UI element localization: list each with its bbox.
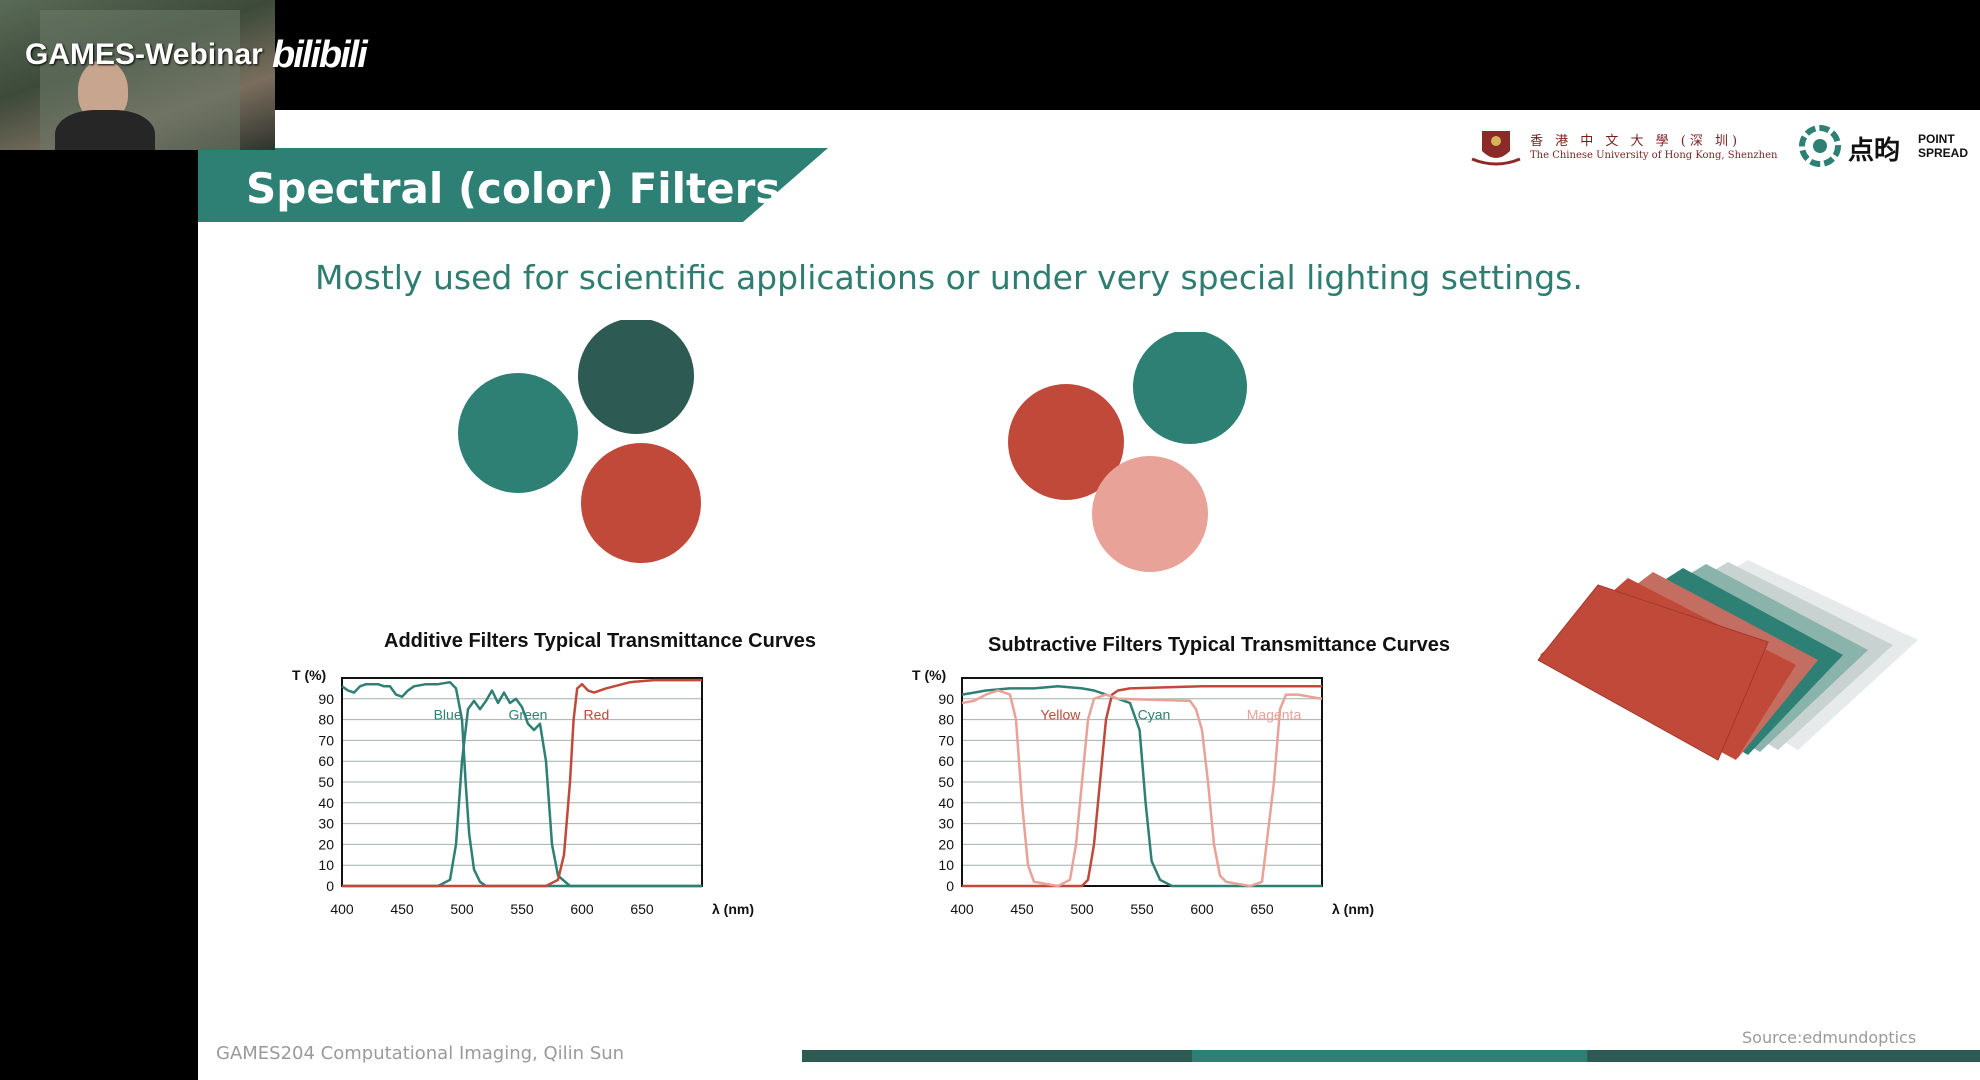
logo-area: 香 港 中 文 大 學 (深 圳) The Chinese University… bbox=[1468, 120, 1968, 170]
watermark-text: GAMES-Webinar bbox=[25, 38, 263, 71]
y-tick-label: 60 bbox=[938, 753, 954, 769]
university-name-cn: 香 港 中 文 大 學 (深 圳) bbox=[1530, 134, 1742, 149]
slide-title: Spectral (color) Filters bbox=[246, 164, 781, 213]
disc-teal bbox=[1133, 332, 1247, 444]
x-tick-label: 400 bbox=[330, 901, 354, 917]
series-label-blue: Blue bbox=[434, 707, 462, 723]
footer-course-label: GAMES204 Computational Imaging, Qilin Su… bbox=[216, 1043, 625, 1064]
y-tick-label: 50 bbox=[938, 774, 954, 790]
disc-dark-teal bbox=[578, 320, 694, 434]
brand-name-en-line1: POINT bbox=[1918, 132, 1955, 146]
x-tick-label: 650 bbox=[630, 901, 654, 917]
y-tick-label: 0 bbox=[946, 878, 954, 894]
y-tick-label: 70 bbox=[318, 732, 334, 748]
y-axis-label: T (%) bbox=[292, 667, 326, 683]
source-credit: Source:edmundoptics bbox=[1742, 1028, 1917, 1047]
y-tick-label: 90 bbox=[318, 691, 334, 707]
bilibili-logo: bilibili bbox=[272, 34, 368, 76]
series-line-green bbox=[342, 689, 702, 888]
y-tick-label: 20 bbox=[938, 836, 954, 852]
series-line-blue bbox=[341, 680, 702, 888]
university-crest-icon bbox=[1471, 131, 1521, 166]
y-tick-label: 30 bbox=[938, 816, 954, 832]
webcam-overlay bbox=[0, 0, 275, 150]
presenter-body bbox=[55, 110, 155, 150]
y-tick-label: 80 bbox=[318, 712, 334, 728]
university-name-en: The Chinese University of Hong Kong, She… bbox=[1530, 150, 1778, 161]
plot-frame bbox=[961, 677, 1323, 887]
x-axis-label: λ (nm) bbox=[1332, 901, 1374, 917]
series-label-yellow: Yellow bbox=[1040, 707, 1081, 723]
series-label-red: Red bbox=[584, 707, 610, 723]
x-axis-label: λ (nm) bbox=[712, 901, 754, 917]
y-tick-label: 90 bbox=[938, 691, 954, 707]
disc-teal bbox=[458, 373, 578, 493]
brand-name-en-line2: SPREAD bbox=[1918, 146, 1969, 160]
x-tick-label: 650 bbox=[1250, 901, 1274, 917]
series-label-magenta: Magenta bbox=[1247, 707, 1302, 723]
series-line-magenta bbox=[961, 689, 1323, 888]
subtractive-filter-discs bbox=[1008, 332, 1247, 572]
y-axis-label: T (%) bbox=[912, 667, 946, 683]
x-tick-label: 500 bbox=[450, 901, 474, 917]
y-tick-label: 70 bbox=[938, 732, 954, 748]
title-banner bbox=[198, 148, 828, 222]
x-tick-label: 550 bbox=[1130, 901, 1154, 917]
footer-color-bar bbox=[802, 1050, 1980, 1062]
slide: Spectral (color) Filters Mostly used for… bbox=[198, 110, 1980, 1080]
series-label-cyan: Cyan bbox=[1138, 707, 1171, 723]
series-label-green: Green bbox=[509, 707, 548, 723]
y-tick-label: 60 bbox=[318, 753, 334, 769]
series-line-yellow bbox=[962, 685, 1322, 888]
y-tick-label: 10 bbox=[318, 857, 334, 873]
x-tick-label: 550 bbox=[510, 901, 534, 917]
series-line-red bbox=[342, 678, 702, 888]
x-tick-label: 450 bbox=[390, 901, 414, 917]
x-tick-label: 500 bbox=[1070, 901, 1094, 917]
additive-transmittance-chart: 0 10 20 30 40 50 60 70 80 90 400 450 500 550 600 650 T (… bbox=[292, 667, 754, 917]
additive-chart-title: Additive Filters Typical Transmittance C… bbox=[384, 630, 816, 652]
slide-subtitle: Mostly used for scientific applications … bbox=[315, 258, 1583, 297]
disc-red bbox=[581, 443, 701, 563]
y-tick-label: 0 bbox=[326, 878, 334, 894]
y-tick-label: 50 bbox=[318, 774, 334, 790]
disc-red bbox=[1008, 384, 1124, 500]
brand-name-cn: 点昀 bbox=[1848, 136, 1901, 166]
filter-sheets-stack bbox=[1538, 560, 1918, 761]
additive-filter-discs bbox=[458, 320, 701, 563]
point-spread-logo-icon bbox=[1799, 125, 1841, 167]
y-tick-label: 10 bbox=[938, 857, 954, 873]
x-tick-label: 400 bbox=[950, 901, 974, 917]
y-tick-label: 30 bbox=[318, 816, 334, 832]
y-tick-label: 80 bbox=[938, 712, 954, 728]
x-tick-label: 600 bbox=[570, 901, 594, 917]
y-tick-label: 40 bbox=[318, 795, 334, 811]
y-tick-label: 20 bbox=[318, 836, 334, 852]
subtractive-transmittance-chart: 0 10 20 30 40 50 60 70 80 90 400 450 500 550 600 650 T (… bbox=[912, 667, 1374, 917]
x-tick-label: 600 bbox=[1190, 901, 1214, 917]
disc-pink bbox=[1092, 456, 1208, 572]
y-tick-label: 40 bbox=[938, 795, 954, 811]
subtractive-chart-title: Subtractive Filters Typical Transmittanc… bbox=[988, 634, 1451, 656]
x-tick-label: 450 bbox=[1010, 901, 1034, 917]
